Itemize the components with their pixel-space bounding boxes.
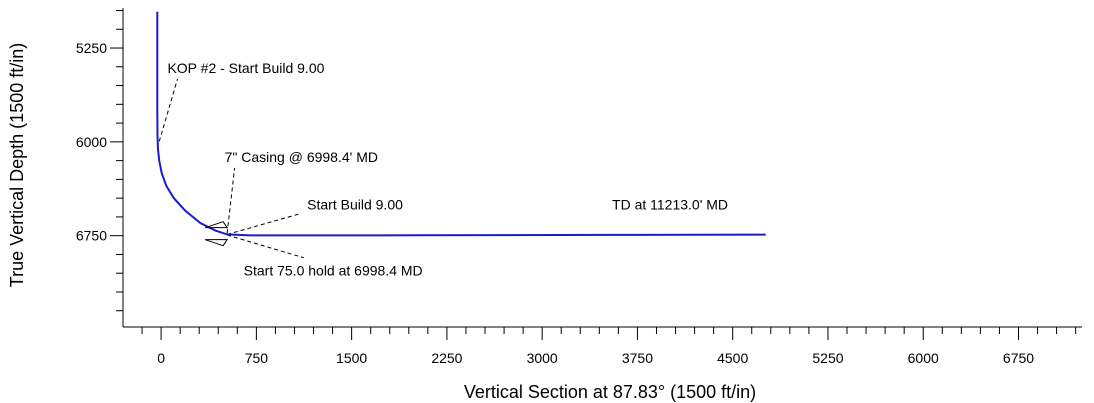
x-axis-ticks: 0 750 1500 2250 3000 3750 4500 5250 6000 6750 [141, 327, 1077, 366]
x-tick-label: 5250 [812, 350, 843, 366]
x-tick-label: 1500 [336, 350, 367, 366]
casing-shoe-marker-upper [204, 221, 229, 229]
annotation-labels: KOP #2 - Start Build 9.00 7" Casing @ 699… [167, 60, 728, 279]
annotation-leader-line [156, 78, 178, 149]
x-tick-label: 3750 [622, 350, 653, 366]
annotation-leader-line [227, 234, 304, 259]
x-tick-label: 6750 [1003, 350, 1034, 366]
y-tick-label: 6000 [76, 134, 107, 150]
marker-layer [204, 221, 229, 247]
x-tick-label: 3000 [527, 350, 558, 366]
y-axis-ticks: 5250 6000 6750 [76, 10, 123, 312]
x-tick-label: 2250 [431, 350, 462, 366]
x-tick-label: 750 [245, 350, 269, 366]
annotation-leaders [156, 78, 304, 259]
annotation-label: TD at 11213.0' MD [612, 196, 728, 212]
x-tick-label: 6000 [908, 350, 939, 366]
y-tick-label: 6750 [76, 228, 107, 244]
y-axis-title: True Vertical Depth (1500 ft/in) [7, 43, 27, 287]
annotation-label: KOP #2 - Start Build 9.00 [167, 60, 324, 76]
well-path-series [156, 11, 766, 237]
series-layer [156, 11, 766, 237]
x-tick-label: 0 [157, 350, 165, 366]
casing-shoe-marker-lower [204, 239, 229, 247]
y-tick-label: 5250 [76, 40, 107, 56]
x-tick-label: 4500 [717, 350, 748, 366]
annotation-label: Start 75.0 hold at 6998.4 MD [244, 263, 423, 279]
annotation-leader-line [226, 167, 236, 234]
annotation-leader-line [227, 212, 302, 235]
annotation-label: Start Build 9.00 [307, 196, 403, 212]
plot-frame [122, 8, 1082, 328]
annotation-label: 7" Casing @ 6998.4' MD [225, 149, 378, 165]
x-axis-title: Vertical Section at 87.83° (1500 ft/in) [464, 382, 756, 402]
